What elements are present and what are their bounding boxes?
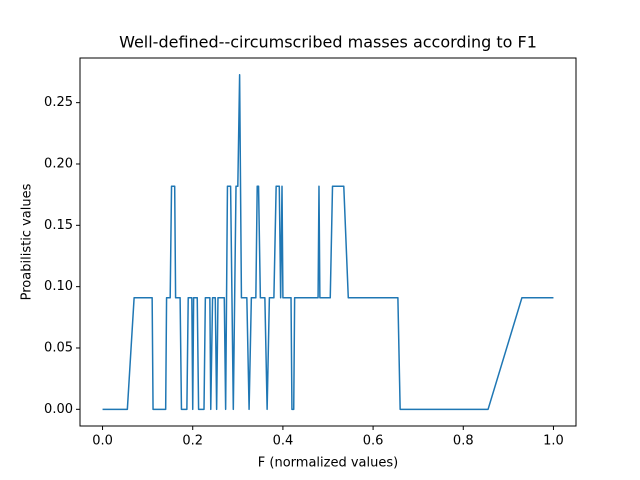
x-axis-label: F (normalized values) [258, 456, 398, 471]
x-tick-label: 0.2 [182, 434, 203, 449]
x-tick-label: 1.0 [543, 434, 564, 449]
chart-title: Well-defined--circumscribed masses accor… [119, 33, 537, 52]
x-tick-label: 0.6 [363, 434, 384, 449]
x-tick-label: 0.0 [92, 434, 113, 449]
x-tick-label: 0.8 [453, 434, 474, 449]
y-tick-label: 0.05 [44, 340, 73, 355]
y-axis-label: Proabilistic values [20, 183, 35, 300]
y-tick-label: 0.15 [44, 218, 73, 233]
plot-frame [79, 57, 577, 427]
y-tick-label: 0.00 [44, 402, 73, 417]
y-tick-label: 0.25 [44, 95, 73, 110]
x-tick-label: 0.4 [273, 434, 294, 449]
y-tick-label: 0.20 [44, 156, 73, 171]
y-tick-label: 0.10 [44, 279, 73, 294]
data-line [102, 74, 554, 411]
